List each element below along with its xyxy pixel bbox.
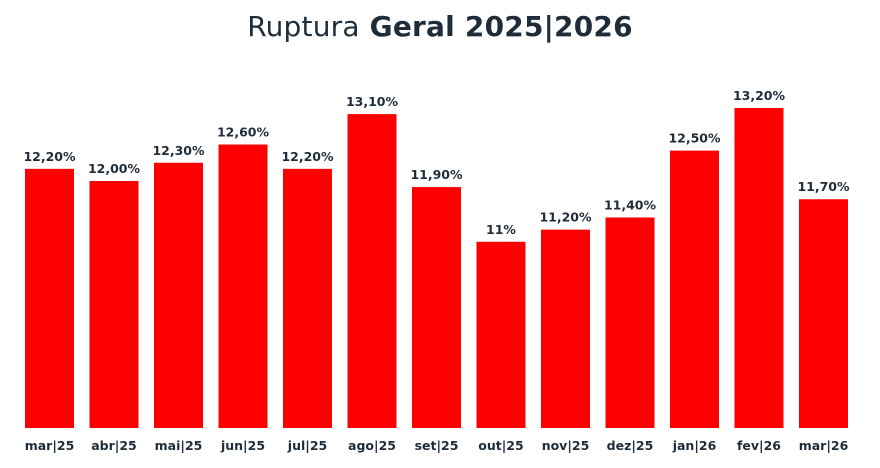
bar-jun-25 [218, 144, 268, 428]
bar-nov-25 [541, 229, 590, 428]
chart-title-bold: Geral 2025|2026 [369, 10, 633, 43]
data-label-nov-25: 11,20% [539, 210, 592, 225]
data-label-abr-25: 12,00% [88, 161, 141, 176]
bar-abr-25 [89, 181, 139, 428]
bar-mar-26 [799, 199, 848, 428]
bar-fev-26 [734, 108, 784, 428]
bars-layer [25, 108, 848, 429]
chart-title: Ruptura Geral 2025|2026 [0, 10, 880, 43]
data-label-mar-25: 12,20% [23, 149, 76, 164]
data-label-out-25: 11% [486, 222, 516, 237]
data-label-jun-25: 12,60% [217, 125, 270, 140]
bar-ago-25 [347, 114, 397, 429]
data-label-mai-25: 12,30% [152, 143, 205, 158]
x-tick-label-fev-26: fev|26 [737, 438, 781, 453]
x-tick-label-out-25: out|25 [478, 438, 523, 453]
x-tick-label-ago-25: ago|25 [348, 438, 396, 453]
bar-out-25 [476, 241, 526, 428]
data-label-jan-26: 12,50% [668, 131, 721, 146]
data-label-set-25: 11,90% [410, 167, 463, 182]
data-label-fev-26: 13,20% [733, 88, 786, 103]
bar-jan-26 [670, 150, 719, 428]
data-labels-layer: 12,20% 12,00% 12,30% 12,60% 12,20% 13,10% 11,9… [23, 88, 850, 237]
x-tick-label-mar-26: mar|26 [799, 438, 849, 453]
bar-set-25 [412, 187, 461, 428]
data-label-ago-25: 13,10% [346, 94, 399, 109]
data-label-jul-25: 12,20% [281, 149, 334, 164]
bar-mar-25 [25, 168, 74, 428]
x-tick-label-jul-25: jul|25 [287, 438, 327, 453]
x-tick-label-abr-25: abr|25 [91, 438, 137, 453]
x-tick-label-set-25: set|25 [415, 438, 459, 453]
x-tick-label-mai-25: mai|25 [155, 438, 203, 453]
bar-jul-25 [283, 168, 332, 428]
bar-mai-25 [154, 162, 203, 428]
tick-labels-layer: mar|25 abr|25 mai|25 jun|25 jul|25 ago|25 set|… [25, 438, 849, 453]
bar-dez-25 [605, 217, 655, 428]
data-label-dez-25: 11,40% [604, 197, 657, 212]
x-tick-label-jan-26: jan|26 [672, 438, 717, 453]
x-tick-label-mar-25: mar|25 [25, 438, 75, 453]
x-tick-label-jun-25: jun|25 [220, 438, 265, 453]
x-tick-label-nov-25: nov|25 [542, 438, 590, 453]
data-label-mar-26: 11,70% [797, 179, 850, 194]
x-tick-label-dez-25: dez|25 [607, 438, 654, 453]
chart-title-light: Ruptura [247, 10, 360, 43]
